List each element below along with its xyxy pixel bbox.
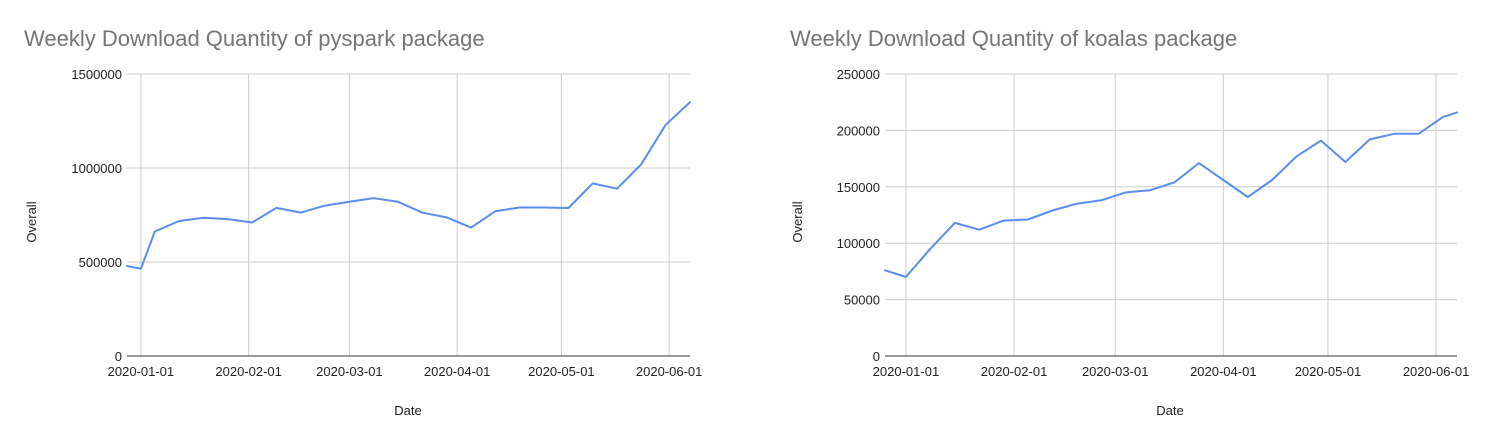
y-axis-label: Overall — [24, 201, 39, 242]
x-tick-label: 2020-03-01 — [1082, 364, 1149, 379]
x-tick-label: 2020-01-01 — [108, 364, 175, 379]
y-axis-label: Overall — [790, 201, 805, 242]
x-tick-label: 2020-05-01 — [528, 364, 595, 379]
chart-title: Weekly Download Quantity of koalas packa… — [790, 26, 1237, 51]
x-tick-label: 2020-06-01 — [1403, 364, 1470, 379]
x-tick-label: 2020-05-01 — [1295, 364, 1362, 379]
y-tick-label: 100000 — [837, 236, 880, 251]
y-tick-label: 50000 — [844, 293, 880, 308]
x-tick-label: 2020-02-01 — [215, 364, 282, 379]
y-tick-label: 1000000 — [71, 161, 122, 176]
x-tick-label: 2020-03-01 — [316, 364, 383, 379]
y-tick-label: 1500000 — [71, 67, 122, 82]
koalas-chart-svg: Weekly Download Quantity of koalas packa… — [790, 26, 1470, 418]
y-tick-label: 150000 — [837, 180, 880, 195]
x-tick-label: 2020-06-01 — [636, 364, 703, 379]
x-axis-label: Date — [394, 403, 421, 418]
y-tick-label: 250000 — [837, 67, 880, 82]
pyspark-chart-svg: Weekly Download Quantity of pyspark pack… — [24, 26, 703, 418]
y-tick-label: 500000 — [79, 255, 122, 270]
chart-title: Weekly Download Quantity of pyspark pack… — [24, 26, 485, 51]
x-tick-label: 2020-01-01 — [873, 364, 940, 379]
series-line — [126, 101, 691, 270]
x-tick-label: 2020-04-01 — [1190, 364, 1257, 379]
x-tick-label: 2020-02-01 — [981, 364, 1048, 379]
series-line — [884, 111, 1458, 278]
x-axis-label: Date — [1156, 403, 1183, 418]
y-tick-label: 0 — [115, 349, 122, 364]
y-tick-label: 0 — [873, 349, 880, 364]
y-tick-label: 200000 — [837, 123, 880, 138]
pyspark-chart: Weekly Download Quantity of pyspark pack… — [24, 26, 703, 418]
koalas-chart: Weekly Download Quantity of koalas packa… — [745, 0, 1489, 427]
x-tick-label: 2020-04-01 — [424, 364, 491, 379]
